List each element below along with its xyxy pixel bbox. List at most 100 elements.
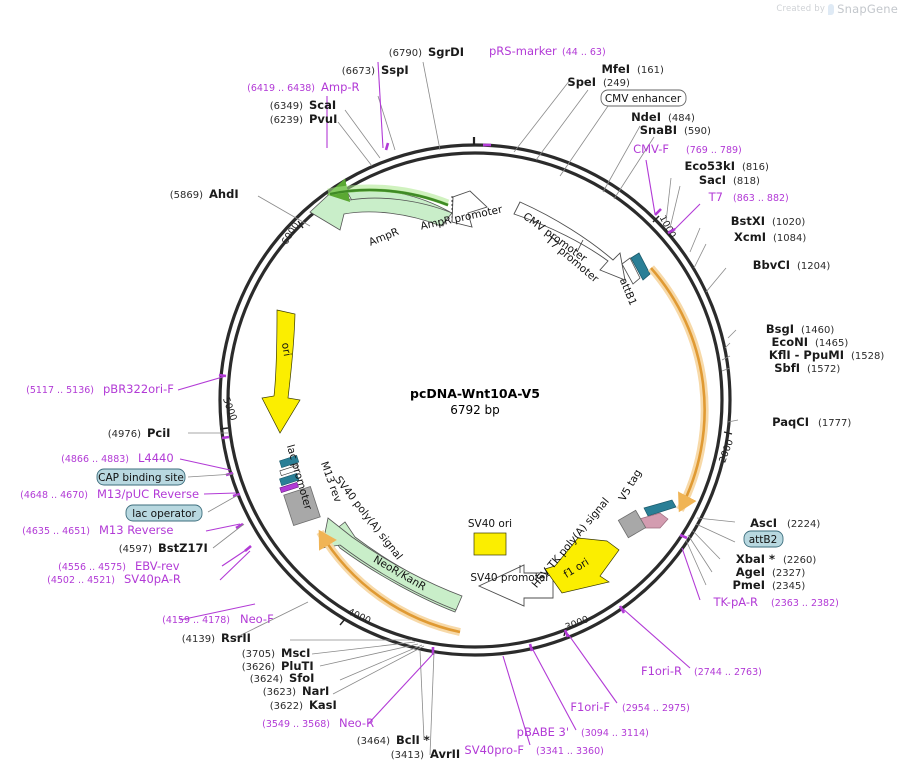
feature-label-ori: ori: [279, 342, 293, 358]
enzyme-pos-sbfi: (1572): [807, 364, 840, 375]
watermark-brand-label: SnapGene: [837, 2, 898, 16]
primer-site-markers: [218, 142, 688, 655]
primer-range-ebv-rev: (4556 .. 4575): [58, 562, 126, 573]
enzyme-pos-sspi: (6673): [342, 66, 375, 77]
enzyme-pos-avrii: (3413): [391, 750, 424, 761]
enzyme-pos-kfli-ppumi: (1528): [851, 351, 884, 362]
boxed-feature-label-lac-operator: lac operator: [132, 508, 196, 520]
feature-label-v5-tag: V5 tag: [617, 468, 645, 504]
boxed-feature-attb2: attB2: [743, 530, 784, 548]
primer-range-l4440: (4866 .. 4883): [61, 454, 129, 465]
feature-label-sv40-ori: SV40 ori: [468, 518, 512, 530]
enzyme-name-bstz17i: BstZ17I: [158, 541, 208, 555]
feature-v5-tag: V5 tag: [617, 468, 677, 539]
primer-name-l4440: L4440: [138, 451, 174, 465]
primer-name-prs-marker: pRS-marker: [489, 44, 557, 58]
enzyme-pos-paqci: (1777): [818, 418, 851, 429]
enzyme-name-spei: SpeI: [567, 75, 596, 89]
enzyme-pos-xbai: (2260): [783, 555, 816, 566]
enzyme-name-paqci: PaqCI: [772, 415, 809, 429]
leader-lines: [177, 61, 739, 756]
enzyme-pos-eco53ki: (816): [742, 162, 769, 173]
enzyme-name-ahdi: AhdI: [209, 187, 239, 201]
primer-name-pbabe-3: pBABE 3': [517, 725, 569, 739]
boxed-feature-cmv-enhancer: CMV enhancer: [600, 89, 687, 107]
primer-name-cmv-f: CMV-F: [633, 142, 669, 156]
labels-bottom: (3413) AvrII (3464) BclI * (3549 .. 3568…: [162, 612, 460, 761]
enzyme-pos-agei: (2327): [772, 568, 805, 579]
boxed-feature-label-cmv-enhancer: CMV enhancer: [605, 93, 682, 105]
primer-range-m13-reverse: (4635 .. 4651): [22, 526, 90, 537]
enzyme-pos-bcli: (3464): [357, 736, 390, 747]
enzyme-pos-kasi: (3622): [270, 701, 303, 712]
primer-name-neo-f: Neo-F: [240, 612, 274, 626]
primer-name-tk-pa-r: TK-pA-R: [712, 595, 758, 609]
enzyme-name-pmei: PmeI: [733, 578, 766, 592]
enzyme-name-agei: AgeI: [736, 565, 765, 579]
primer-name-m13-puc-reverse: M13/pUC Reverse: [97, 487, 199, 501]
enzyme-pos-econi: (1465): [815, 338, 848, 349]
labels-lower-right: AscI (2224) attB2 XbaI * (2260) AgeI (23…: [464, 516, 838, 757]
enzyme-pos-bbvci: (1204): [797, 261, 830, 272]
labels-top-right: MfeI (161) SpeI (249) CMV enhancer NdeI …: [567, 62, 830, 272]
enzyme-pos-sgrdi: (6790): [389, 48, 422, 59]
primer-name-f1ori-r: F1ori-R: [641, 664, 682, 678]
primer-range-pbabe-3: (3094 .. 3114): [581, 728, 649, 739]
enzyme-pos-pcii: (4976): [108, 429, 141, 440]
boxed-feature-cap-binding-site: CAP binding site: [96, 468, 186, 486]
snapgene-watermark: Created by SnapGene: [776, 2, 898, 16]
primer-name-f1ori-f: F1ori-F: [570, 700, 610, 714]
tick-label-2000: 2000: [717, 438, 736, 464]
enzyme-name-scai: ScaI: [309, 98, 336, 112]
primer-name-neo-r: Neo-R: [339, 716, 374, 730]
enzyme-pos-scai: (6349): [270, 101, 303, 112]
enzyme-name-rsrii: RsrII: [221, 631, 251, 645]
feature-ori: ori: [261, 309, 301, 434]
primer-range-sv40pa-r: (4502 .. 4521): [47, 575, 115, 586]
enzyme-name-kasi: KasI: [309, 698, 337, 712]
enzyme-pos-snabi: (590): [684, 126, 711, 137]
primer-range-f1ori-f: (2954 .. 2975): [622, 703, 690, 714]
primer-range-f1ori-r: (2744 .. 2763): [694, 667, 762, 678]
enzyme-name-snabi: SnaBI: [640, 123, 677, 137]
boxed-feature-label-cap-binding-site: CAP binding site: [98, 472, 184, 484]
primer-name-m13-reverse: M13 Reverse: [99, 523, 173, 537]
enzyme-name-asci: AscI: [750, 516, 777, 530]
enzyme-pos-spei: (249): [603, 78, 630, 89]
enzyme-pos-mfei: (161): [637, 65, 664, 76]
enzyme-pos-pmei: (2345): [772, 581, 805, 592]
primer-range-t7: (863 .. 882): [733, 193, 789, 204]
feature-sv40-promoter: SV40 promoter: [470, 564, 554, 607]
enzyme-pos-ndei: (484): [668, 113, 695, 124]
enzyme-name-ndei: NdeI: [631, 110, 661, 124]
enzyme-pos-xcmi: (1084): [773, 233, 806, 244]
page-title: pcDNA-Wnt10A-V5: [410, 386, 540, 401]
enzyme-name-mfei: MfeI: [601, 62, 630, 76]
enzyme-pos-bsgi: (1460): [801, 325, 834, 336]
enzyme-pos-bstz17i: (4597): [119, 544, 152, 555]
enzyme-name-bsgi: BsgI: [766, 322, 794, 336]
enzyme-pos-sfoi: (3624): [250, 674, 283, 685]
enzyme-name-xcmi: XcmI: [734, 230, 766, 244]
labels-right: BsgI (1460) EcoNI (1465) KflI - PpuMI (1…: [766, 322, 884, 429]
primer-range-amp-r: (6419 .. 6438): [247, 83, 315, 94]
feature-label-ampr: AmpR: [367, 226, 401, 249]
labels-left: (4502 .. 4521) SV40pA-R (4556 .. 4575) E…: [20, 382, 208, 586]
enzyme-name-sbfi: SbfI: [774, 361, 800, 375]
primer-range-cmv-f: (769 .. 789): [686, 145, 742, 156]
primer-range-neo-f: (4159 .. 4178): [162, 615, 230, 626]
primer-name-sv40pro-f: SV40pro-F: [464, 743, 524, 757]
enzyme-pos-nari: (3623): [263, 687, 296, 698]
boxed-feature-lac-operator: lac operator: [125, 504, 203, 522]
insert-orange-arc: [647, 265, 709, 513]
primer-range-neo-r: (3549 .. 3568): [262, 719, 330, 730]
primer-name-ebv-rev: EBV-rev: [135, 559, 180, 573]
enzyme-pos-saci: (818): [733, 176, 760, 187]
enzyme-pos-bstxi: (1020): [772, 217, 805, 228]
snapgene-logo-icon: [828, 3, 835, 15]
enzyme-name-sfoi: SfoI: [289, 671, 314, 685]
feature-f1-ori: f1 ori HSV TK poly(A) signal: [530, 496, 620, 594]
enzyme-name-bstxi: BstXI: [731, 214, 765, 228]
